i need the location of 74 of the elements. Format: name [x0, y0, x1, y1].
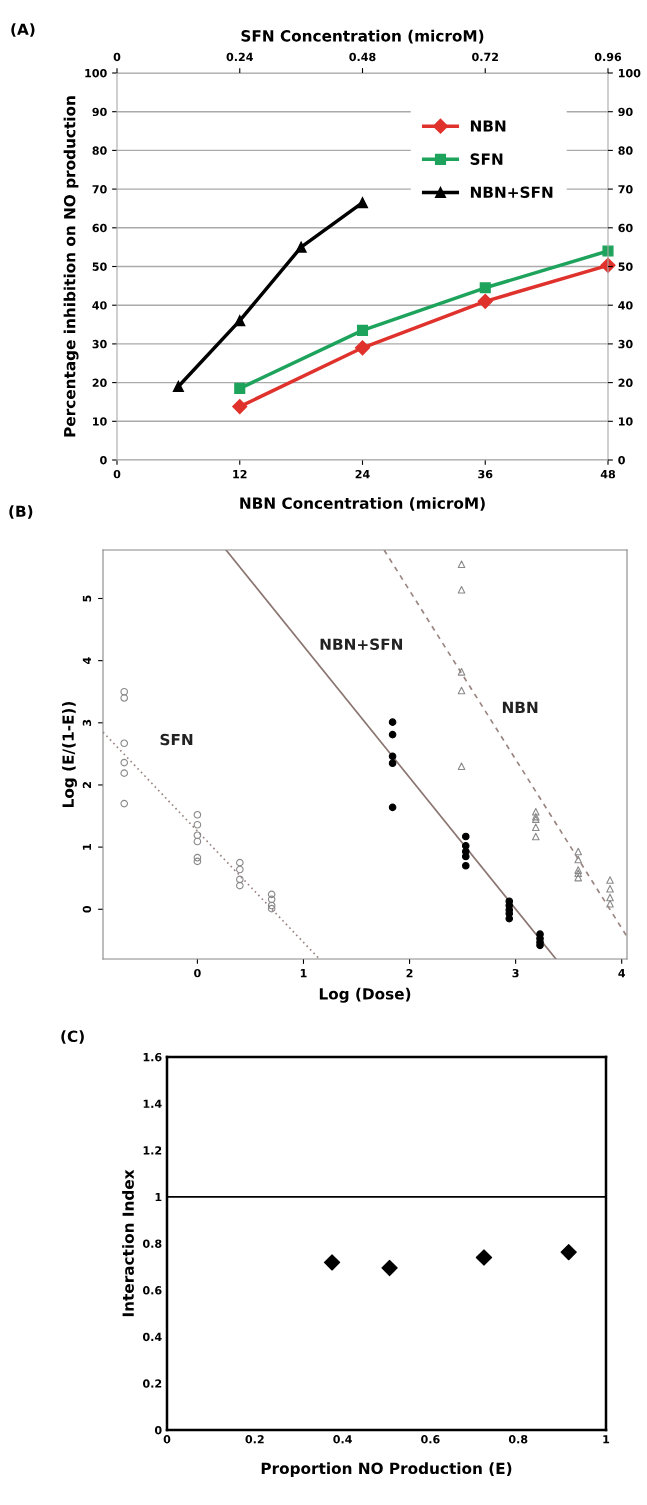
- x-tick-label: 24: [355, 469, 370, 479]
- y2-tick-label: 70: [618, 185, 633, 194]
- x-tick-label: 1: [603, 1435, 610, 1444]
- text: (A): [11, 23, 35, 37]
- legend-label: NBN+SFN: [470, 186, 553, 199]
- legend-label: NBN: [470, 120, 506, 132]
- x-tick-label: 48: [600, 469, 616, 479]
- y2-tick-label: 50: [618, 262, 633, 271]
- series-label: NBN+SFN: [320, 638, 403, 651]
- y-tick-label: 4: [82, 657, 91, 665]
- y-tick-label: 3: [82, 719, 92, 726]
- y-tick-label: 0.4: [142, 1332, 162, 1342]
- y-tick-label: 0.6: [142, 1286, 162, 1295]
- y-tick-label: 0: [100, 455, 107, 465]
- y2-tick-label: 30: [618, 339, 633, 349]
- x2-axis-title: SFN Concentration (microM): [241, 29, 484, 44]
- y-axis-title: Log (E/(1-E)): [62, 701, 77, 808]
- y-tick-label: 0: [82, 905, 92, 913]
- y-tick-label: 50: [92, 262, 107, 271]
- x-tick-label: 4: [618, 969, 626, 978]
- y-tick-label: 80: [92, 146, 107, 155]
- x-tick-label: 2: [406, 968, 413, 978]
- y-tick-label: 60: [92, 223, 107, 233]
- y-tick-label: 1.4: [143, 1099, 162, 1108]
- x2-tick-label: 0.48: [349, 52, 376, 62]
- x-axis-title: Proportion NO Production (E): [261, 1462, 512, 1478]
- x-tick-label: 0.6: [421, 1435, 440, 1444]
- y2-tick-label: 10: [618, 417, 633, 426]
- y-tick-label: 1: [155, 1193, 162, 1202]
- y2-tick-label: 20: [618, 378, 633, 387]
- y-tick-label: 70: [92, 185, 107, 194]
- y-tick-label: 1.2: [143, 1146, 162, 1155]
- x-tick-label: 1: [300, 969, 307, 978]
- y2-tick-label: 60: [618, 223, 633, 233]
- x-tick-label: 36: [478, 469, 493, 479]
- legend-label: SFN: [470, 153, 503, 165]
- y2-tick-label: 90: [618, 107, 633, 117]
- y-axis-title: Interaction Index: [122, 1169, 134, 1317]
- x-tick-label: 0: [163, 1435, 171, 1444]
- x-tick-label: 12: [233, 469, 247, 479]
- y-tick-label: 40: [92, 301, 107, 310]
- y-tick-label: 0.8: [142, 1239, 162, 1248]
- y-tick-label: 10: [93, 417, 107, 426]
- y-tick-label: 1: [82, 844, 91, 850]
- y-tick-label: 0.2: [142, 1379, 162, 1388]
- x-tick-label: 0.4: [333, 1435, 352, 1444]
- x2-tick-label: 0: [113, 52, 121, 62]
- y-tick-label: 20: [92, 378, 107, 387]
- y-tick-label: 1.6: [143, 1052, 162, 1062]
- series-label: NBN: [502, 701, 538, 713]
- text: (B): [9, 505, 33, 519]
- text: SFN: [160, 733, 193, 746]
- x2-tick-label: 0.96: [594, 52, 622, 62]
- x-tick-label: 0.8: [508, 1435, 528, 1444]
- x-tick-label: 3: [512, 968, 519, 978]
- x-tick-label: 0.2: [245, 1435, 264, 1444]
- text: (C): [61, 1030, 84, 1044]
- x2-tick-label: 0.72: [472, 52, 498, 62]
- y-tick-label: 0: [154, 1425, 162, 1435]
- y-tick-label: 30: [92, 339, 107, 349]
- x-axis-title: NBN Concentration (microM): [240, 497, 485, 511]
- x2-tick-label: 0.24: [226, 52, 253, 62]
- y2-tick-label: 100: [618, 68, 641, 78]
- y2-tick-label: 40: [618, 301, 633, 310]
- x-tick-label: 0: [113, 469, 121, 479]
- x-tick-label: 0: [194, 968, 201, 978]
- x-axis-title: Log (Dose): [319, 987, 411, 1003]
- y-axis-title: Percentage inhibition on NO production: [63, 96, 79, 437]
- y-tick-label: 100: [85, 68, 107, 78]
- y2-tick-label: 80: [618, 146, 633, 155]
- y-tick-label: 2: [82, 782, 91, 788]
- y2-tick-label: 0: [618, 455, 625, 465]
- y-tick-label: 90: [92, 107, 107, 117]
- y-tick-label: 5: [82, 595, 92, 602]
